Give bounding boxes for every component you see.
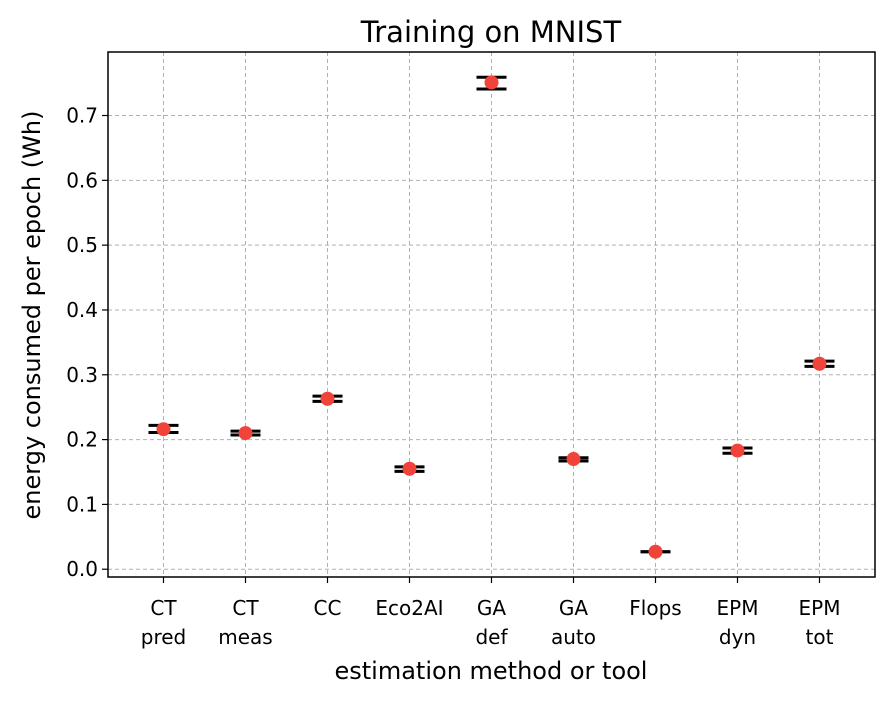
x-tick-label: CC (314, 596, 342, 620)
y-tick-label: 0.0 (66, 557, 98, 581)
data-point (238, 426, 253, 441)
data-point (566, 452, 581, 467)
data-point (402, 461, 417, 476)
x-tick-label: Eco2AI (375, 596, 443, 620)
data-point (730, 443, 745, 458)
x-axis-ticks: CT pred CT meas CC Eco2AI GA def GA auto Flops EPM d… (141, 577, 841, 649)
y-axis-title: energy consumed per epoch (Wh) (18, 111, 46, 520)
data-point (648, 544, 663, 559)
data-point (812, 356, 827, 371)
x-axis-title: estimation method or tool (335, 657, 648, 685)
x-tick-label: EPM (717, 596, 759, 620)
y-tick-label: 0.4 (66, 298, 98, 322)
grid (108, 52, 875, 577)
x-tick-label: GA (559, 596, 588, 620)
data-marks (148, 75, 835, 559)
x-tick-label: Flops (629, 596, 681, 620)
x-tick-label-line2: def (475, 625, 508, 649)
data-point (484, 75, 499, 90)
y-tick-label: 0.6 (66, 168, 98, 192)
data-point (320, 391, 335, 406)
y-tick-label: 0.1 (66, 492, 98, 516)
y-tick-label: 0.7 (66, 104, 98, 128)
plot-frame (107, 51, 876, 578)
x-tick-label: CT (232, 596, 259, 620)
x-tick-label-line2: dyn (719, 625, 756, 649)
x-tick-label: GA (477, 596, 506, 620)
chart-title: Training on MNIST (360, 15, 622, 49)
data-point (156, 422, 171, 437)
x-tick-label-line2: tot (806, 625, 834, 649)
x-tick-label: EPM (799, 596, 841, 620)
x-tick-label-line2: auto (551, 625, 596, 649)
y-axis-ticks: 0.0 0.1 0.2 0.3 0.4 0.5 0.6 0.7 (66, 104, 108, 581)
y-tick-label: 0.3 (66, 363, 98, 387)
x-tick-label-line2: pred (141, 625, 186, 649)
x-tick-label-line2: meas (218, 625, 272, 649)
y-tick-label: 0.5 (66, 233, 98, 257)
x-tick-label: CT (150, 596, 177, 620)
y-tick-label: 0.2 (66, 428, 98, 452)
